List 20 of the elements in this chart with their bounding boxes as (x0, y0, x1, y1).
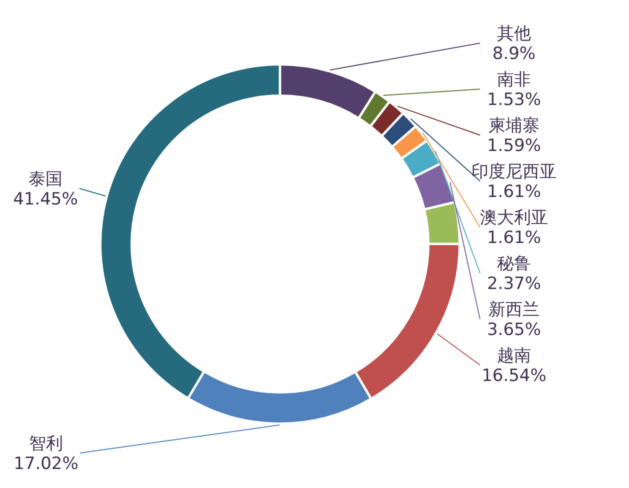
slice-label: 印度尼西亚 (472, 162, 556, 182)
data-label: 16.54% (482, 366, 546, 386)
data-label: 2.37% (486, 274, 542, 294)
data-label: 3.65% (486, 320, 542, 340)
data-label: 1.61% (486, 182, 542, 202)
slice-label: 柬埔寨 (488, 116, 540, 136)
data-label: 8.9% (492, 44, 536, 64)
data-label: 1.61% (486, 228, 542, 248)
slice-label: 其他 (497, 24, 531, 44)
data-label: 1.59% (486, 136, 542, 156)
slice-label: 秘鲁 (497, 254, 531, 274)
data-label: 1.53% (486, 90, 542, 110)
slice-label: 智利 (29, 434, 63, 454)
slice-label: 澳大利亚 (480, 208, 548, 228)
data-label: 17.02% (14, 454, 78, 474)
slice-label: 泰国 (28, 170, 62, 190)
data-label: 41.45% (13, 190, 78, 210)
slice-label: 南非 (497, 70, 531, 90)
slice-label: 新西兰 (488, 300, 540, 320)
slice-label: 越南 (497, 346, 531, 366)
